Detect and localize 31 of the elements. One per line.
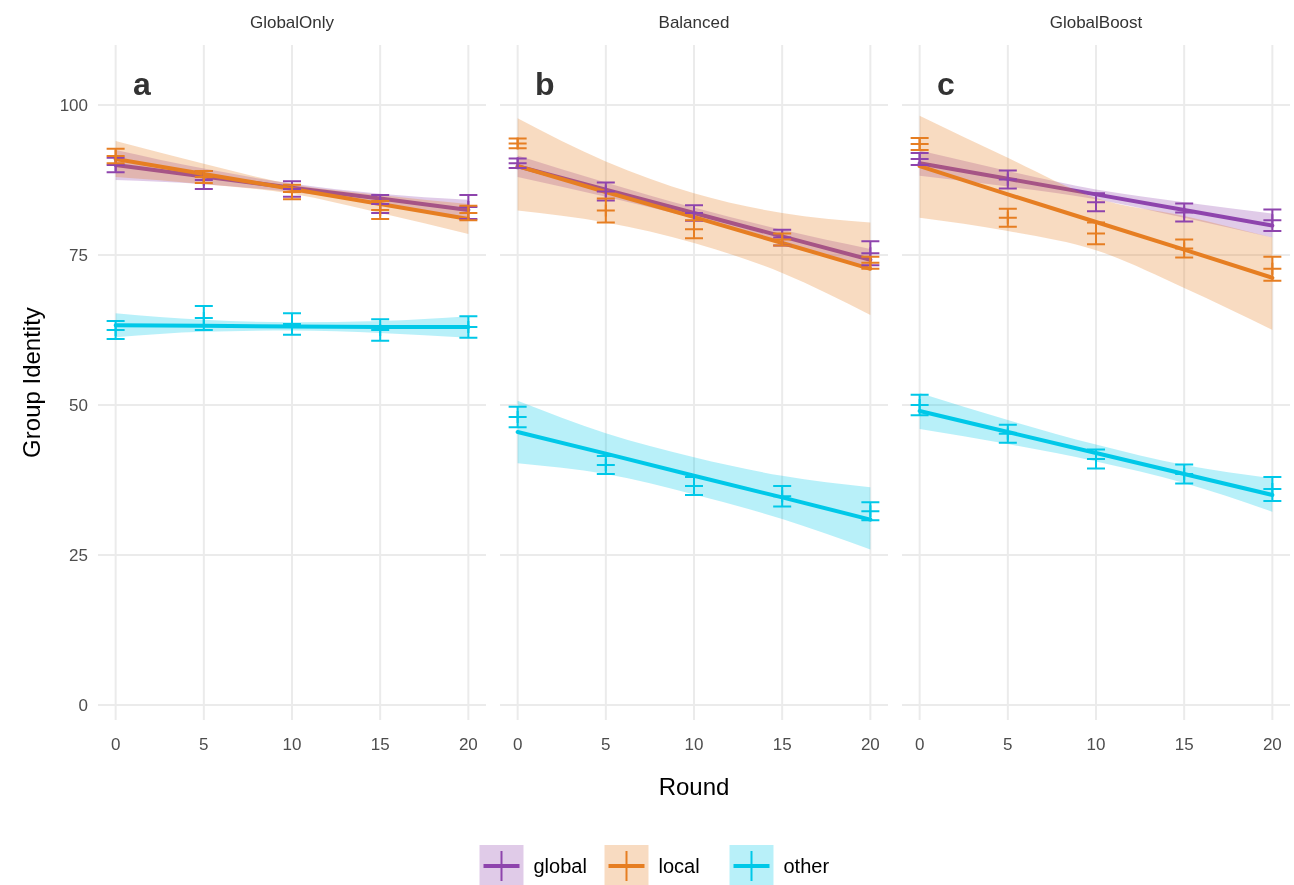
chart-title: GlobalOnly <box>249 13 335 32</box>
y-tick-label: 100 <box>59 96 88 115</box>
y-tick-label: 50 <box>69 396 88 415</box>
x-tick-label: 5 <box>1003 735 1013 754</box>
annotation: a <box>133 66 151 102</box>
x-tick-label: 10 <box>684 735 704 754</box>
x-tick-label: 0 <box>914 735 925 754</box>
x-tick-label: 20 <box>860 735 880 754</box>
x-tick-label: 10 <box>282 735 302 754</box>
y-tick-label: 0 <box>78 696 88 715</box>
legend-label: local <box>658 855 700 877</box>
x-tick-label: 20 <box>458 735 478 754</box>
x-tick-label: 15 <box>370 735 390 754</box>
annotation: c <box>937 66 955 102</box>
x-tick-label: 15 <box>772 735 792 754</box>
chart-title: GlobalBoost <box>1049 13 1143 32</box>
x-tick-label: 0 <box>512 735 523 754</box>
annotation: b <box>535 66 555 102</box>
x-tick-label: 0 <box>110 735 121 754</box>
x-axis-title: Round <box>658 773 730 800</box>
y-tick-label: 75 <box>69 246 88 265</box>
x-tick-label: 20 <box>1262 735 1282 754</box>
y-tick-label: 25 <box>69 546 88 565</box>
chart-title: Balanced <box>658 13 730 32</box>
y-axis-title: Group Identity <box>18 307 45 458</box>
legend-label: other <box>783 855 830 877</box>
x-tick-label: 15 <box>1174 735 1194 754</box>
x-tick-label: 10 <box>1086 735 1106 754</box>
x-tick-label: 5 <box>199 735 209 754</box>
x-tick-label: 5 <box>601 735 611 754</box>
legend-label: global <box>533 855 587 877</box>
